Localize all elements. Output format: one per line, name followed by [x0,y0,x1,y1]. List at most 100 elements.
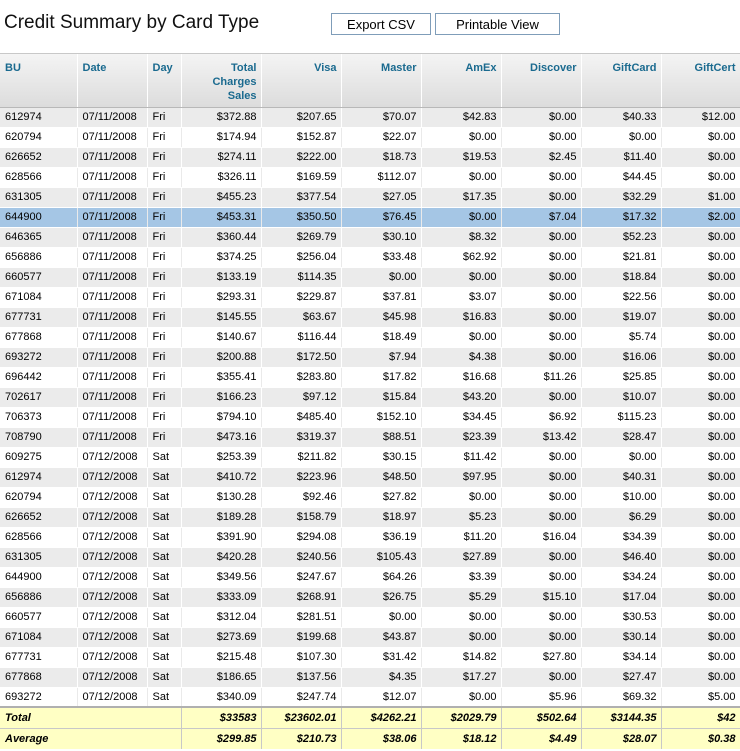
column-header-visa[interactable]: Visa [261,54,342,108]
giftcard-cell: $11.40 [581,147,662,168]
table-row[interactable]: 609275 07/12/2008 Sat $253.39 $211.82 $30.15 $… [0,447,740,468]
amex-cell: $3.39 [421,567,502,588]
date-cell: 07/11/2008 [77,127,148,148]
visa-cell: $350.50 [261,207,342,228]
discover-cell: $16.04 [501,527,582,548]
master-cell: $105.43 [341,547,422,568]
column-header-master[interactable]: Master [341,54,422,108]
total-cell: $340.09 [181,687,262,708]
discover-cell: $0.00 [501,267,582,288]
master-cell: $17.82 [341,367,422,388]
master-cell: $76.45 [341,207,422,228]
total-cell: $355.41 [181,367,262,388]
master-cell: $18.73 [341,147,422,168]
day-cell: Sat [147,647,182,668]
giftcard-cell: $10.07 [581,387,662,408]
amex-cell: $5.23 [421,507,502,528]
day-cell: Fri [147,187,182,208]
visa-cell: $211.82 [261,447,342,468]
giftcert-cell: $12.00 [661,107,740,128]
table-row[interactable]: 677868 07/11/2008 Fri $140.67 $116.44 $18.49 $… [0,327,740,348]
export-csv-button[interactable]: Export CSV [331,13,431,35]
discover-cell: $6.92 [501,407,582,428]
date-cell: 07/12/2008 [77,567,148,588]
discover-cell: $0.00 [501,507,582,528]
table-row[interactable]: 620794 07/11/2008 Fri $174.94 $152.87 $22.07 $… [0,127,740,148]
table-row[interactable]: 660577 07/12/2008 Sat $312.04 $281.51 $0.00 $0… [0,607,740,628]
bu-cell: 644900 [0,567,78,588]
table-row[interactable]: 677868 07/12/2008 Sat $186.65 $137.56 $4.35 $1… [0,667,740,688]
table-row[interactable]: 644900 07/12/2008 Sat $349.56 $247.67 $64.26 $… [0,567,740,588]
table-row[interactable]: 702617 07/11/2008 Fri $166.23 $97.12 $15.84 $4… [0,387,740,408]
day-cell: Fri [147,347,182,368]
table-row[interactable]: 626652 07/11/2008 Fri $274.11 $222.00 $18.73 $… [0,147,740,168]
total-cell: $794.10 [181,407,262,428]
printable-view-button[interactable]: Printable View [435,13,560,35]
table-row[interactable]: 696442 07/11/2008 Fri $355.41 $283.80 $17.82 $… [0,367,740,388]
table-row[interactable]: 612974 07/11/2008 Fri $372.88 $207.65 $70.07 $… [0,107,740,128]
visa-cell: $169.59 [261,167,342,188]
table-row[interactable]: 626652 07/12/2008 Sat $189.28 $158.79 $18.97 $… [0,507,740,528]
table-row[interactable]: 620794 07/12/2008 Sat $130.28 $92.46 $27.82 $0… [0,487,740,508]
giftcard-cell: $6.29 [581,507,662,528]
visa-cell: $247.74 [261,687,342,708]
discover-cell: $0.00 [501,547,582,568]
table-row[interactable]: 677731 07/11/2008 Fri $145.55 $63.67 $45.98 $1… [0,307,740,328]
giftcert-cell: $2.00 [661,207,740,228]
table-row[interactable]: 631305 07/12/2008 Sat $420.28 $240.56 $105.43… [0,547,740,568]
amex-cell: $0.00 [421,207,502,228]
table-row[interactable]: 677731 07/12/2008 Sat $215.48 $107.30 $31.42 $… [0,647,740,668]
giftcert-cell: $0.00 [661,647,740,668]
column-header-total-charges-sales[interactable]: Total Charges Sales [181,54,262,108]
giftcert-cell: $0.00 [661,347,740,368]
master-cell: $37.81 [341,287,422,308]
table-row[interactable]: 671084 07/11/2008 Fri $293.31 $229.87 $37.81 $… [0,287,740,308]
discover-cell: $0.00 [501,387,582,408]
amex-cell: $0.00 [421,267,502,288]
table-row[interactable]: 693272 07/11/2008 Fri $200.88 $172.50 $7.94 $4… [0,347,740,368]
column-header-giftcert[interactable]: GiftCert [661,54,740,108]
master-cell: $33.48 [341,247,422,268]
discover-cell: $27.80 [501,647,582,668]
table-row[interactable]: 628566 07/12/2008 Sat $391.90 $294.08 $36.19 $… [0,527,740,548]
table-row[interactable]: 646365 07/11/2008 Fri $360.44 $269.79 $30.10 $… [0,227,740,248]
visa-cell: $240.56 [261,547,342,568]
bu-cell: 660577 [0,607,78,628]
table-row[interactable]: 660577 07/11/2008 Fri $133.19 $114.35 $0.00 $0… [0,267,740,288]
discover-cell: $0.00 [501,467,582,488]
table-row[interactable]: 656886 07/12/2008 Sat $333.09 $268.91 $26.75 $… [0,587,740,608]
column-header-discover[interactable]: Discover [501,54,582,108]
amex-cell: $42.83 [421,107,502,128]
table-row[interactable]: 612974 07/12/2008 Sat $410.72 $223.96 $48.50 $… [0,467,740,488]
visa-cell: $92.46 [261,487,342,508]
table-row[interactable]: 693272 07/12/2008 Sat $340.09 $247.74 $12.07 $… [0,687,740,708]
table-row[interactable]: 671084 07/12/2008 Sat $273.69 $199.68 $43.87 $… [0,627,740,648]
bu-cell: 706373 [0,407,78,428]
table-row[interactable]: 628566 07/11/2008 Fri $326.11 $169.59 $112.07… [0,167,740,188]
amex-cell: $0.00 [421,607,502,628]
discover-cell: $0.00 [501,307,582,328]
page-title: Credit Summary by Card Type [4,12,260,33]
giftcert-cell: $5.00 [661,687,740,708]
giftcard-cell: $21.81 [581,247,662,268]
table-row[interactable]: 656886 07/11/2008 Fri $374.25 $256.04 $33.48 $… [0,247,740,268]
date-cell: 07/11/2008 [77,207,148,228]
column-header-amex[interactable]: AmEx [421,54,502,108]
column-header-day[interactable]: Day [147,54,182,108]
giftcard-cell: $115.23 [581,407,662,428]
column-header-giftcard[interactable]: GiftCard [581,54,662,108]
table-row[interactable]: 644900 07/11/2008 Fri $453.31 $350.50 $76.45 $… [0,207,740,228]
column-header-bu[interactable]: BU [0,54,78,108]
column-header-date[interactable]: Date [77,54,148,108]
giftcert-cell: $0.38 [661,727,740,749]
giftcert-cell: $0.00 [661,607,740,628]
visa-cell: $97.12 [261,387,342,408]
table-row[interactable]: 708790 07/11/2008 Fri $473.16 $319.37 $88.51 $… [0,427,740,448]
table-row[interactable]: 706373 07/11/2008 Fri $794.10 $485.40 $152.10… [0,407,740,428]
amex-cell: $2029.79 [421,706,502,728]
day-cell: Fri [147,247,182,268]
master-cell: $12.07 [341,687,422,708]
giftcard-cell: $34.24 [581,567,662,588]
table-row[interactable]: 631305 07/11/2008 Fri $455.23 $377.54 $27.05 $… [0,187,740,208]
amex-cell: $16.83 [421,307,502,328]
